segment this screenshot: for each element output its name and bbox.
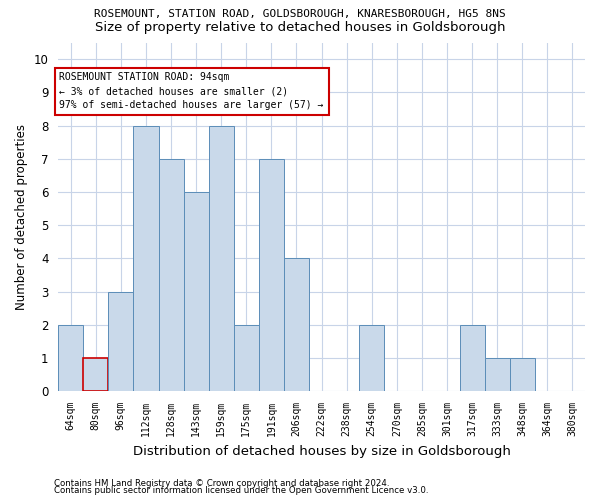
Bar: [158, 158, 184, 391]
Text: Contains HM Land Registry data © Crown copyright and database right 2024.: Contains HM Land Registry data © Crown c…: [54, 478, 389, 488]
Bar: [184, 192, 209, 391]
Bar: [510, 358, 535, 391]
Bar: [259, 158, 284, 391]
X-axis label: Distribution of detached houses by size in Goldsborough: Distribution of detached houses by size …: [133, 444, 511, 458]
Bar: [209, 126, 234, 391]
Bar: [485, 358, 510, 391]
Text: ROSEMOUNT STATION ROAD: 94sqm
← 3% of detached houses are smaller (2)
97% of sem: ROSEMOUNT STATION ROAD: 94sqm ← 3% of de…: [59, 72, 324, 110]
Bar: [359, 325, 384, 391]
Text: Contains public sector information licensed under the Open Government Licence v3: Contains public sector information licen…: [54, 486, 428, 495]
Bar: [109, 292, 133, 391]
Bar: [234, 325, 259, 391]
Y-axis label: Number of detached properties: Number of detached properties: [15, 124, 28, 310]
Bar: [133, 126, 158, 391]
Text: Size of property relative to detached houses in Goldsborough: Size of property relative to detached ho…: [95, 21, 505, 34]
Bar: [58, 325, 83, 391]
Text: ROSEMOUNT, STATION ROAD, GOLDSBOROUGH, KNARESBOROUGH, HG5 8NS: ROSEMOUNT, STATION ROAD, GOLDSBOROUGH, K…: [94, 9, 506, 19]
Bar: [284, 258, 309, 391]
Bar: [460, 325, 485, 391]
Bar: [83, 358, 109, 391]
